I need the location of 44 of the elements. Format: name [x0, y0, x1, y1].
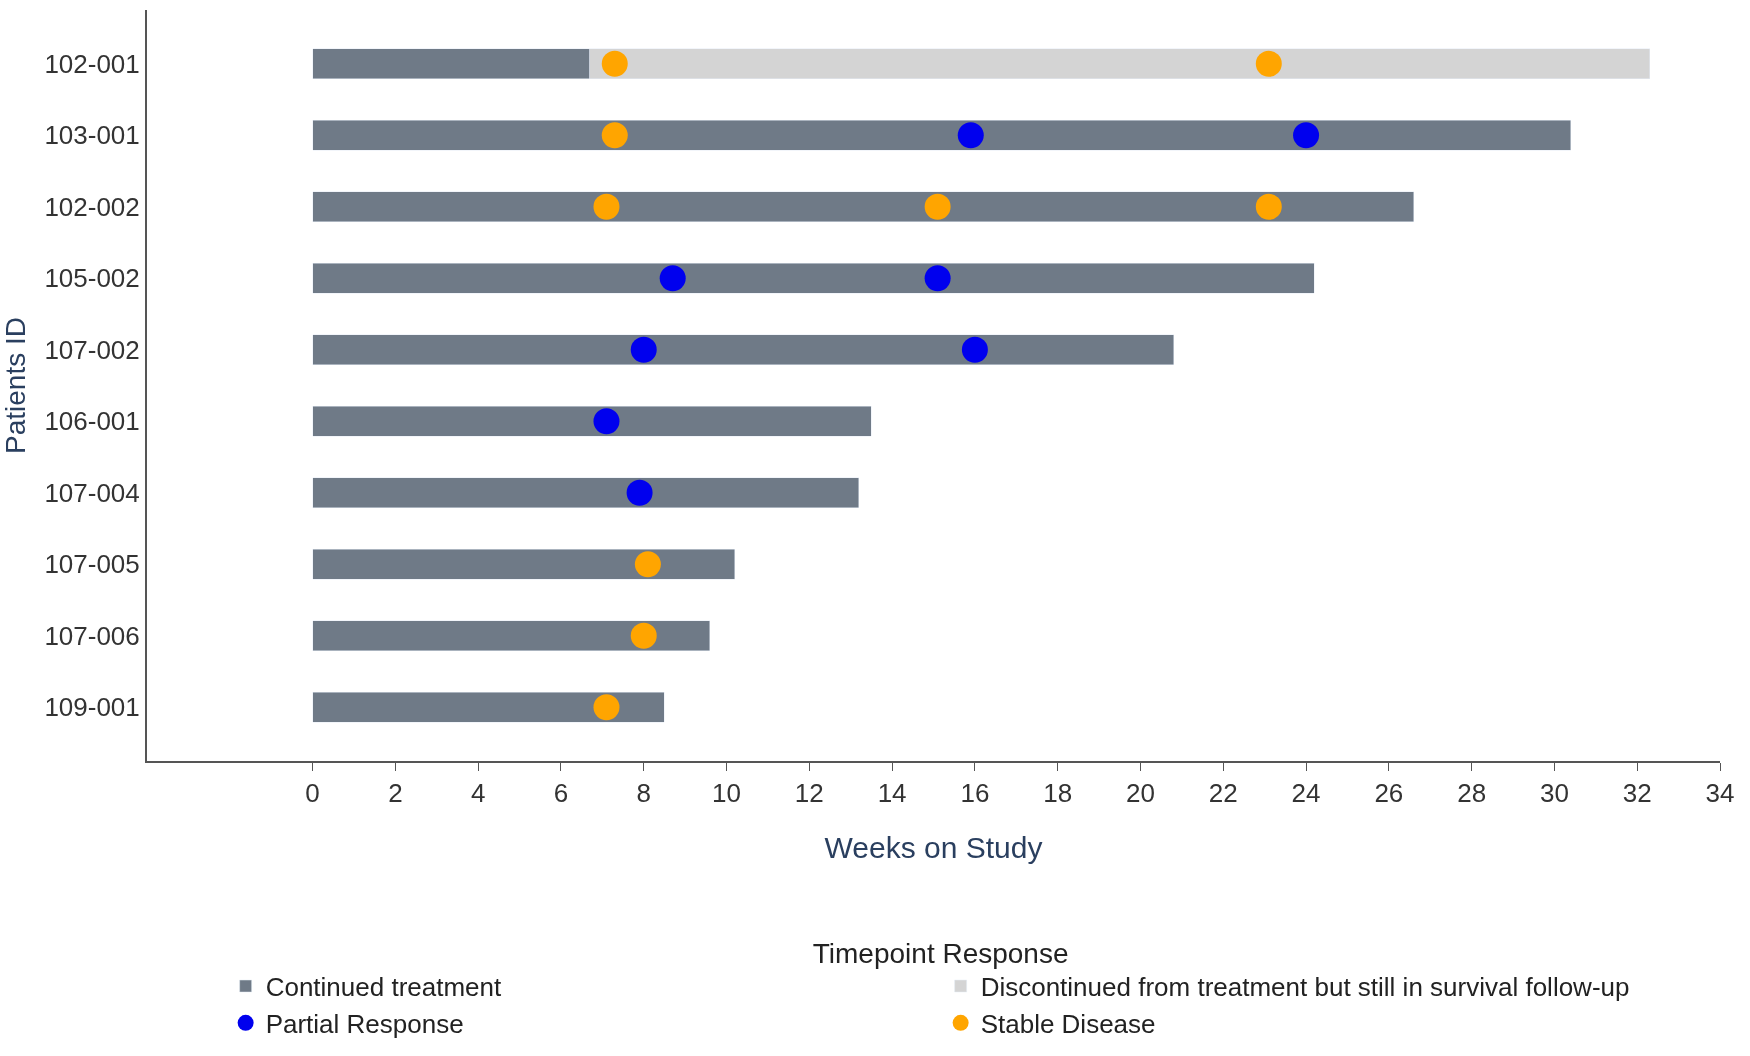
y-tick-label: 107-002: [44, 334, 140, 365]
legend-title: Timepoint Response: [812, 937, 1069, 969]
bar: [312, 263, 1315, 294]
x-tick-label: 28: [1457, 778, 1487, 809]
x-tick-label: 16: [960, 778, 990, 809]
x-tick-label: 10: [712, 778, 741, 809]
legend-label: Stable Disease: [980, 1008, 1156, 1039]
y-tick-label: 109-001: [44, 692, 140, 723]
x-tick-label: 32: [1622, 778, 1652, 809]
y-tick-label: 107-005: [44, 549, 140, 580]
x-tick-label: 26: [1374, 778, 1404, 809]
legend-label: Partial Response: [265, 1008, 464, 1039]
y-tick-label: 105-002: [44, 263, 140, 294]
bar: [312, 548, 736, 580]
legend-label: Discontinued from treatment but still in survival follow-up: [980, 972, 1630, 1003]
x-axis-title: Weeks on Study: [824, 831, 1043, 865]
bar: [312, 334, 1174, 366]
bar: [312, 405, 872, 437]
x-tick-label: 4: [470, 778, 486, 809]
x-tick-label: 34: [1705, 778, 1735, 809]
bar: [312, 691, 665, 723]
x-tick-label: 8: [636, 778, 651, 809]
y-axis-title: Patients ID: [0, 317, 31, 454]
x-tick-label: 6: [553, 778, 569, 809]
y-tick-label: 103-001: [44, 120, 140, 151]
x-tick-label: 12: [794, 778, 824, 809]
x-tick-label: 2: [388, 778, 403, 809]
x-tick-label: 18: [1043, 778, 1073, 809]
x-tick-label: 0: [305, 778, 320, 809]
y-tick-label: 106-001: [44, 406, 140, 437]
x-tick-label: 22: [1208, 778, 1238, 809]
x-tick-label: 20: [1126, 778, 1155, 809]
x-tick-label: 14: [877, 778, 907, 809]
y-tick-label: 107-004: [44, 477, 140, 508]
y-tick-label: 102-001: [44, 48, 140, 79]
bar: [312, 477, 860, 508]
bar: [312, 620, 711, 651]
x-tick-label: 30: [1539, 778, 1569, 809]
x-tick-label: 24: [1291, 778, 1321, 809]
legend-label: Continued treatment: [265, 972, 503, 1003]
bar: [312, 120, 1572, 151]
y-tick-label: 107-006: [44, 620, 140, 651]
y-tick-label: 102-002: [44, 191, 140, 222]
bar: [312, 191, 1414, 223]
